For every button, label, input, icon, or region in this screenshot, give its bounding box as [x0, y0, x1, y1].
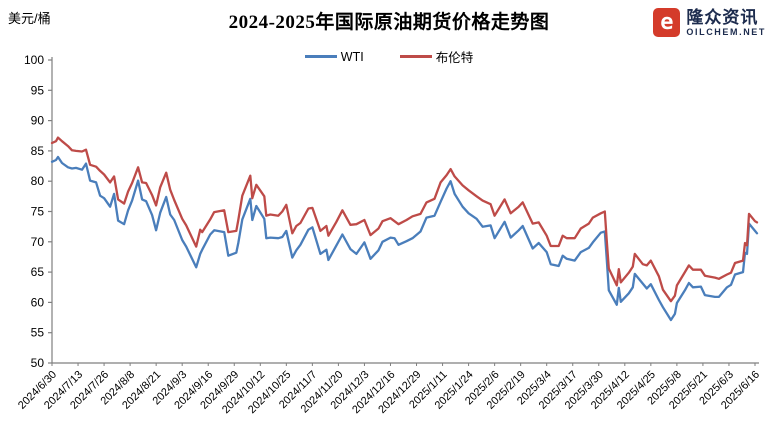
y-tick-label: 70 — [31, 235, 45, 249]
oilchem-logo-icon: e — [653, 8, 681, 37]
wti-line-swatch — [304, 55, 337, 58]
legend-item-wti: WTI — [304, 47, 364, 66]
y-axis-unit-label: 美元/桶 — [8, 11, 51, 26]
y-tick-label: 60 — [31, 295, 45, 309]
legend-label-brent: 布伦特 — [435, 51, 474, 65]
y-tick-label: 55 — [31, 326, 45, 340]
oilchem-logo-domain: OILCHEM.NET — [686, 26, 766, 37]
y-tick-label: 90 — [31, 114, 45, 128]
y-tick-label: 75 — [31, 205, 45, 219]
chart-legend: WTI 布伦特 — [0, 47, 778, 66]
wti-price-line — [50, 155, 759, 322]
y-tick-label: 80 — [31, 174, 45, 188]
y-tick-label: 85 — [31, 144, 45, 158]
brent-price-line — [50, 136, 759, 303]
y-tick-label: 100 — [24, 53, 44, 67]
y-tick-label: 50 — [31, 356, 45, 370]
legend-item-brent: 布伦特 — [399, 47, 474, 66]
legend-label-wti: WTI — [340, 49, 364, 64]
y-tick-label: 65 — [31, 265, 45, 279]
chart-title: 2024-2025年国际原油期货价格走势图 — [228, 12, 550, 33]
oilchem-logo-name: 隆众资讯 — [686, 7, 759, 27]
y-tick-label: 95 — [31, 83, 45, 97]
brent-line-swatch — [399, 55, 432, 58]
oilchem-logo: e 隆众资讯 OILCHEM.NET — [649, 6, 770, 39]
